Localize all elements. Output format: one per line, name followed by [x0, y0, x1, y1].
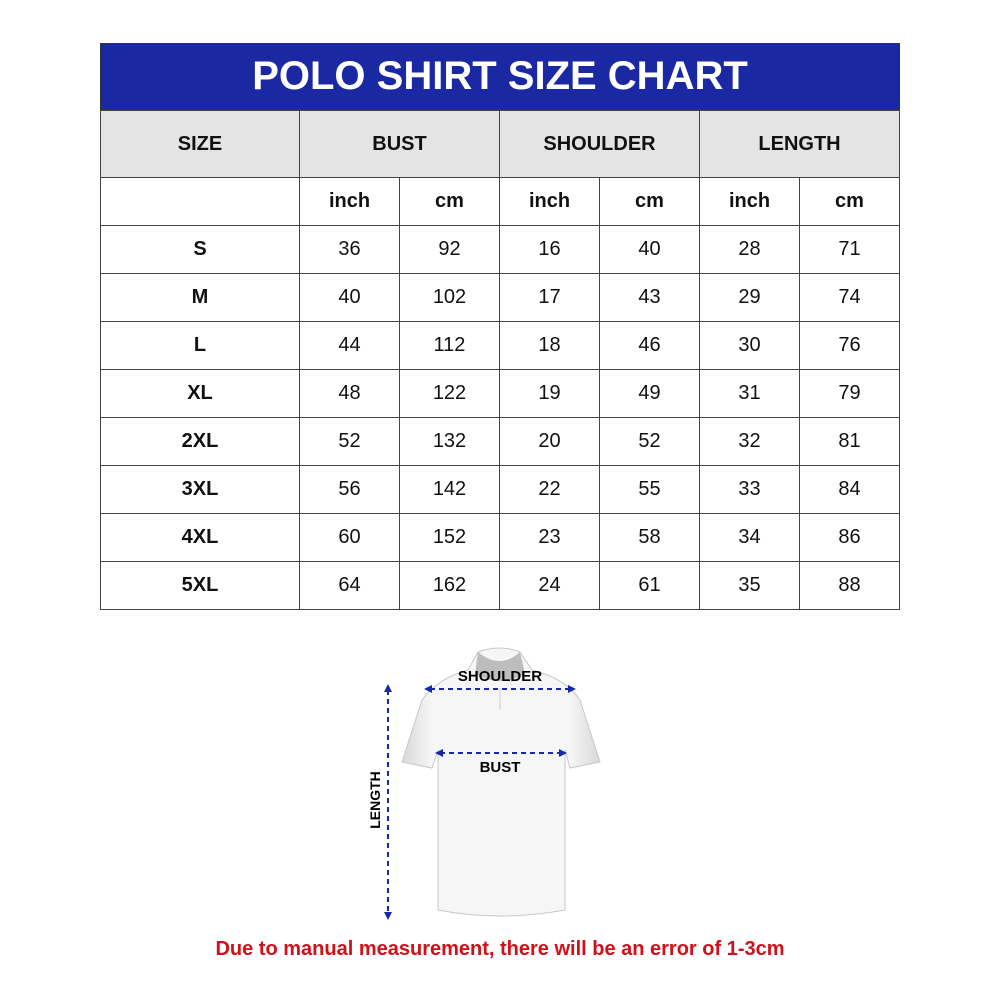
value-cell: 24	[499, 561, 600, 610]
unit-cm: cm	[799, 177, 900, 226]
value-cell: 46	[599, 321, 700, 370]
value-cell: 36	[299, 225, 400, 274]
value-cell: 74	[799, 273, 900, 322]
value-cell: 132	[399, 417, 500, 466]
value-cell: 33	[699, 465, 800, 514]
value-cell: 32	[699, 417, 800, 466]
unit-inch: inch	[299, 177, 400, 226]
value-cell: 35	[699, 561, 800, 610]
value-cell: 55	[599, 465, 700, 514]
unit-row: inch cm inch cm inch cm	[100, 177, 900, 226]
value-cell: 52	[299, 417, 400, 466]
value-cell: 81	[799, 417, 900, 466]
size-cell: XL	[100, 369, 300, 418]
table-row: M 40 102 17 43 29 74	[100, 273, 900, 322]
value-cell: 17	[499, 273, 600, 322]
header-length: LENGTH	[699, 110, 900, 178]
value-cell: 18	[499, 321, 600, 370]
unit-cm: cm	[399, 177, 500, 226]
header-shoulder: SHOULDER	[499, 110, 700, 178]
size-cell: M	[100, 273, 300, 322]
value-cell: 28	[699, 225, 800, 274]
collar	[475, 652, 525, 681]
bust-label: BUST	[480, 759, 521, 776]
shoulder-label: SHOULDER	[458, 668, 542, 685]
value-cell: 48	[299, 369, 400, 418]
size-cell: 5XL	[100, 561, 300, 610]
unit-inch: inch	[499, 177, 600, 226]
value-cell: 49	[599, 369, 700, 418]
value-cell: 162	[399, 561, 500, 610]
value-cell: 84	[799, 465, 900, 514]
value-cell: 44	[299, 321, 400, 370]
size-cell: 4XL	[100, 513, 300, 562]
value-cell: 122	[399, 369, 500, 418]
shirt-diagram: SHOULDER BUST LENGTH	[367, 647, 601, 920]
value-cell: 92	[399, 225, 500, 274]
value-cell: 76	[799, 321, 900, 370]
header-row: SIZE BUST SHOULDER LENGTH	[100, 110, 900, 178]
value-cell: 58	[599, 513, 700, 562]
value-cell: 40	[599, 225, 700, 274]
value-cell: 56	[299, 465, 400, 514]
value-cell: 40	[299, 273, 400, 322]
value-cell: 152	[399, 513, 500, 562]
value-cell: 29	[699, 273, 800, 322]
size-table: SIZE BUST SHOULDER LENGTH inch cm inch cm in…	[100, 110, 900, 610]
header-size: SIZE	[100, 110, 300, 178]
value-cell: 86	[799, 513, 900, 562]
length-label: LENGTH	[367, 771, 383, 829]
size-cell: 3XL	[100, 465, 300, 514]
shirt-shape	[401, 647, 601, 917]
value-cell: 52	[599, 417, 700, 466]
value-cell: 88	[799, 561, 900, 610]
value-cell: 20	[499, 417, 600, 466]
table-row: L 44 112 18 46 30 76	[100, 321, 900, 370]
table-row: 4XL 60 152 23 58 34 86	[100, 513, 900, 562]
value-cell: 31	[699, 369, 800, 418]
size-cell: S	[100, 225, 300, 274]
value-cell: 19	[499, 369, 600, 418]
table-row: S 36 92 16 40 28 71	[100, 225, 900, 274]
table-row: 2XL 52 132 20 52 32 81	[100, 417, 900, 466]
value-cell: 142	[399, 465, 500, 514]
chart-title: POLO SHIRT SIZE CHART	[100, 43, 900, 110]
value-cell: 30	[699, 321, 800, 370]
size-cell: L	[100, 321, 300, 370]
unit-cm: cm	[599, 177, 700, 226]
value-cell: 16	[499, 225, 600, 274]
value-cell: 79	[799, 369, 900, 418]
value-cell: 22	[499, 465, 600, 514]
value-cell: 102	[399, 273, 500, 322]
empty-cell	[100, 177, 300, 226]
value-cell: 43	[599, 273, 700, 322]
table-row: 3XL 56 142 22 55 33 84	[100, 465, 900, 514]
value-cell: 23	[499, 513, 600, 562]
value-cell: 61	[599, 561, 700, 610]
value-cell: 34	[699, 513, 800, 562]
value-cell: 112	[399, 321, 500, 370]
value-cell: 64	[299, 561, 400, 610]
measurement-note: Due to manual measurement, there will be…	[215, 938, 785, 960]
size-cell: 2XL	[100, 417, 300, 466]
value-cell: 60	[299, 513, 400, 562]
unit-inch: inch	[699, 177, 800, 226]
table-row: XL 48 122 19 49 31 79	[100, 369, 900, 418]
value-cell: 71	[799, 225, 900, 274]
header-bust: BUST	[299, 110, 500, 178]
table-row: 5XL 64 162 24 61 35 88	[100, 561, 900, 610]
